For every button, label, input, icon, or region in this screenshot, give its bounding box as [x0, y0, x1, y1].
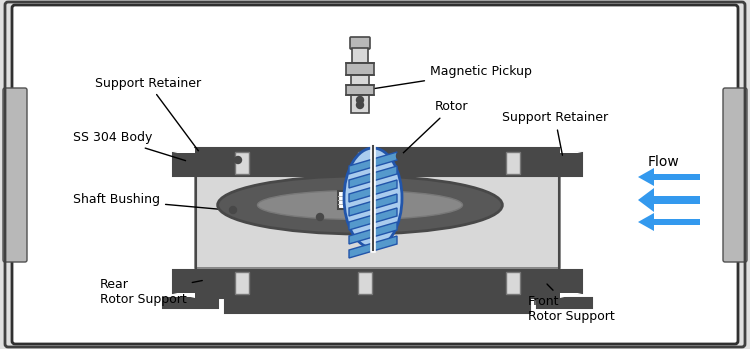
- Bar: [173, 153, 195, 176]
- Polygon shape: [349, 180, 397, 202]
- Bar: [358, 152, 372, 174]
- Circle shape: [562, 158, 568, 165]
- Polygon shape: [173, 148, 195, 153]
- Text: Flow: Flow: [648, 155, 680, 169]
- Circle shape: [235, 156, 242, 163]
- Circle shape: [206, 158, 214, 165]
- Bar: [560, 270, 582, 293]
- Bar: [352, 48, 368, 63]
- FancyBboxPatch shape: [350, 37, 370, 49]
- Bar: [173, 270, 195, 293]
- Bar: [235, 152, 249, 174]
- Bar: [537, 298, 592, 308]
- Circle shape: [356, 102, 364, 109]
- Text: Front
Rotor Support: Front Rotor Support: [528, 284, 615, 323]
- Circle shape: [538, 281, 545, 288]
- Ellipse shape: [217, 176, 502, 234]
- Bar: [506, 272, 520, 294]
- Bar: [560, 153, 582, 176]
- Bar: [654, 174, 700, 180]
- Text: Rotor: Rotor: [402, 101, 469, 154]
- Bar: [195, 270, 560, 298]
- Text: Shaft Bushing: Shaft Bushing: [73, 193, 225, 210]
- Bar: [654, 195, 700, 205]
- Bar: [225, 298, 530, 313]
- Text: Support Retainer: Support Retainer: [502, 111, 608, 155]
- Circle shape: [230, 207, 236, 214]
- Circle shape: [535, 156, 542, 163]
- Circle shape: [356, 97, 364, 104]
- Polygon shape: [349, 152, 397, 174]
- Bar: [506, 152, 520, 174]
- Circle shape: [316, 214, 323, 221]
- Ellipse shape: [257, 191, 463, 220]
- Polygon shape: [638, 213, 654, 231]
- Bar: [195, 176, 560, 268]
- Bar: [346, 63, 374, 75]
- Bar: [163, 298, 218, 308]
- Text: SS 304 Body: SS 304 Body: [73, 132, 188, 161]
- Polygon shape: [349, 194, 397, 216]
- Bar: [351, 75, 369, 85]
- Bar: [346, 85, 374, 95]
- Polygon shape: [173, 293, 195, 298]
- Polygon shape: [638, 168, 654, 186]
- Polygon shape: [560, 293, 582, 298]
- Polygon shape: [560, 148, 582, 153]
- Polygon shape: [349, 208, 397, 230]
- Bar: [338, 191, 393, 209]
- FancyBboxPatch shape: [12, 5, 738, 344]
- Polygon shape: [349, 166, 397, 188]
- Circle shape: [187, 158, 194, 165]
- Text: Magnetic Pickup: Magnetic Pickup: [368, 66, 532, 90]
- Polygon shape: [349, 222, 397, 244]
- Text: Support Retainer: Support Retainer: [95, 76, 201, 151]
- Bar: [235, 272, 249, 294]
- FancyBboxPatch shape: [3, 88, 27, 262]
- Polygon shape: [349, 236, 397, 258]
- Polygon shape: [638, 188, 654, 212]
- Circle shape: [397, 153, 404, 159]
- FancyBboxPatch shape: [723, 88, 747, 262]
- Bar: [654, 219, 700, 225]
- Bar: [351, 95, 369, 113]
- Bar: [358, 272, 372, 294]
- Ellipse shape: [344, 148, 402, 248]
- Bar: [195, 148, 560, 176]
- Text: Rear
Rotor Support: Rear Rotor Support: [100, 278, 202, 306]
